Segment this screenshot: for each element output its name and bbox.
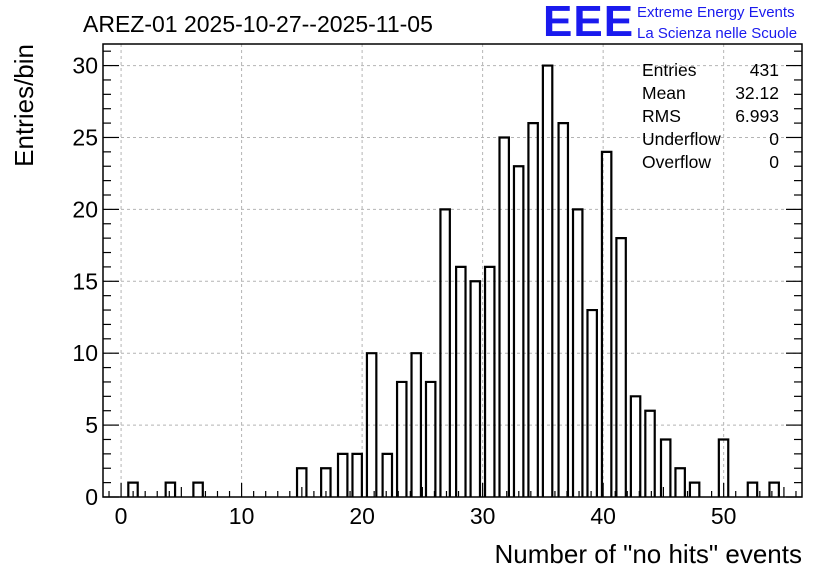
histogram-bin xyxy=(600,150,613,497)
histogram-bin xyxy=(164,481,177,497)
histogram-bin xyxy=(541,64,554,497)
logo-mark: EEE xyxy=(543,0,635,46)
histogram-bin xyxy=(336,452,349,497)
histogram-bin xyxy=(127,481,139,497)
histogram-bin xyxy=(395,380,408,497)
histogram-bin xyxy=(571,208,584,497)
x-tick-label: 20 xyxy=(349,503,375,529)
histogram-bin xyxy=(483,265,496,497)
y-axis-label: Entries/bin xyxy=(9,44,39,167)
histogram-bin xyxy=(365,352,378,497)
stats-value: 32.12 xyxy=(735,83,779,103)
histogram-bin xyxy=(381,452,394,497)
x-tick-label: 30 xyxy=(470,503,496,529)
histogram-bin xyxy=(512,165,525,497)
histogram-bin xyxy=(768,481,780,497)
x-axis-label: Number of "no hits" events xyxy=(495,539,803,569)
y-tick-label: 0 xyxy=(85,484,98,510)
histogram-bin xyxy=(351,452,363,497)
histogram-bin xyxy=(424,380,437,497)
histogram-bin xyxy=(320,467,332,497)
stats-value: 6.993 xyxy=(735,106,779,126)
eee-logo: EEE Extreme Energy Events La Scienza nel… xyxy=(543,0,833,46)
histogram-bin xyxy=(717,438,730,497)
stats-label: Underflow xyxy=(642,129,721,149)
y-tick-label: 15 xyxy=(72,268,98,294)
x-tick-label: 10 xyxy=(229,503,255,529)
histogram-bin xyxy=(659,438,672,497)
histogram-bin xyxy=(629,395,642,497)
y-tick-label: 5 xyxy=(85,412,98,438)
stats-value: 431 xyxy=(750,60,779,80)
logo-line-1: Extreme Energy Events xyxy=(637,4,795,21)
histogram-bin xyxy=(615,237,627,497)
stats-label: Entries xyxy=(642,60,697,80)
plot-frame xyxy=(102,43,803,498)
histogram-bin xyxy=(455,265,467,497)
y-tick-label: 20 xyxy=(72,196,98,222)
histogram-bin xyxy=(746,481,759,497)
chart-title: AREZ-01 2025-10-27--2025-11-05 xyxy=(83,11,433,37)
stats-label: Mean xyxy=(642,83,686,103)
histogram-bin xyxy=(410,352,423,497)
logo-line-2: La Scienza nelle Scuole xyxy=(637,25,798,42)
histogram-bin xyxy=(498,136,511,497)
x-tick-label: 40 xyxy=(590,503,616,529)
histogram-bin xyxy=(527,121,539,497)
y-tick-label: 25 xyxy=(72,124,98,150)
x-tick-label: 50 xyxy=(711,503,737,529)
y-tick-label: 10 xyxy=(72,340,98,366)
histogram-bin xyxy=(644,409,656,497)
histogram-bin xyxy=(557,121,570,497)
histogram-bin xyxy=(688,481,701,497)
x-tick-label: 0 xyxy=(115,503,128,529)
histogram-bin xyxy=(192,481,204,497)
histogram-bin xyxy=(469,280,482,497)
histogram-bin xyxy=(439,208,451,497)
stats-value: 0 xyxy=(769,152,779,172)
histogram-bin xyxy=(295,467,308,497)
histogram-bin xyxy=(674,467,686,497)
histogram-bin xyxy=(586,308,598,497)
y-tick-label: 30 xyxy=(72,53,98,79)
stats-label: RMS xyxy=(642,106,681,126)
stats-label: Overflow xyxy=(642,152,711,172)
stats-value: 0 xyxy=(769,129,779,149)
